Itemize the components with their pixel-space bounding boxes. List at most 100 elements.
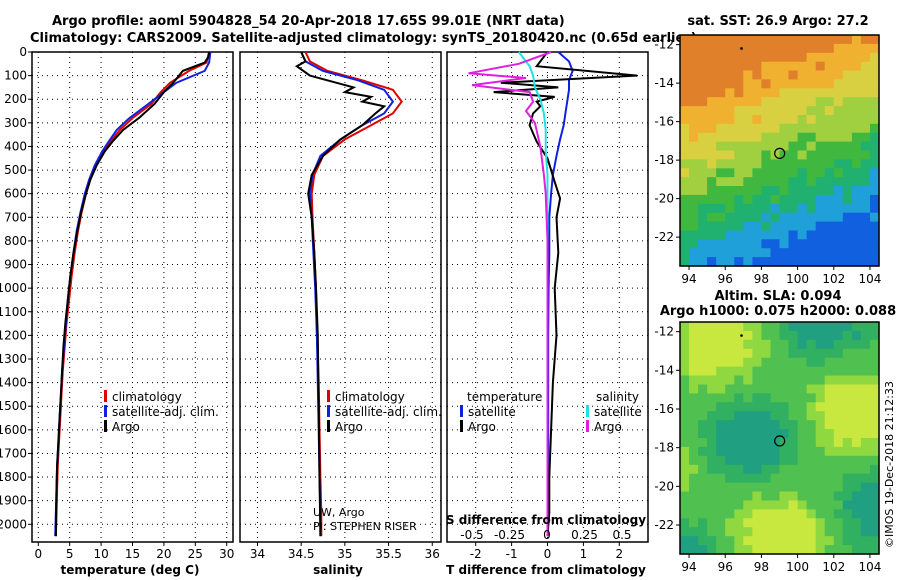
map-cell bbox=[860, 438, 871, 448]
map-cell bbox=[870, 420, 880, 430]
map-cell bbox=[743, 70, 753, 80]
map-cell bbox=[779, 52, 790, 63]
map-cell bbox=[698, 473, 708, 484]
map-cell bbox=[698, 248, 708, 258]
map-cell bbox=[716, 97, 726, 107]
y-tick-label: 600 bbox=[4, 187, 27, 201]
map-cell bbox=[761, 330, 771, 341]
map-cell bbox=[734, 357, 744, 368]
map-cell bbox=[680, 527, 690, 537]
map-cell bbox=[698, 212, 708, 223]
map-cell bbox=[797, 257, 808, 267]
map-cell bbox=[815, 141, 826, 152]
map-cell bbox=[842, 491, 853, 501]
map-cell bbox=[851, 43, 862, 54]
map-cell bbox=[734, 438, 744, 448]
map-cell bbox=[734, 473, 744, 484]
map-cell bbox=[689, 150, 699, 160]
map-cell bbox=[707, 545, 717, 555]
map-cell bbox=[698, 339, 708, 350]
map-cell bbox=[870, 357, 880, 368]
map-cell bbox=[716, 455, 726, 466]
map-cell bbox=[824, 446, 835, 457]
map-cell bbox=[743, 429, 753, 439]
map-lon-tick-label: 102 bbox=[822, 272, 845, 286]
map-cell bbox=[842, 339, 853, 350]
salinity-panel-frame bbox=[239, 51, 442, 543]
map-cell bbox=[770, 123, 781, 134]
map-cell bbox=[779, 159, 790, 169]
map-cell bbox=[716, 168, 726, 178]
map-cell bbox=[761, 348, 771, 359]
credit-note: ©IMOS 19-Dec-2018 21:12:33 bbox=[883, 381, 896, 548]
map-cell bbox=[860, 330, 871, 341]
map-cell bbox=[743, 150, 753, 160]
map-lon-tick-label: 98 bbox=[754, 272, 769, 286]
map-cell bbox=[851, 97, 862, 107]
map-cell bbox=[770, 348, 781, 359]
map-cell bbox=[797, 491, 808, 501]
map-cell bbox=[870, 248, 880, 258]
map-cell bbox=[689, 438, 699, 448]
map-cell bbox=[806, 61, 817, 72]
map-cell bbox=[870, 79, 880, 89]
map-cell bbox=[743, 518, 753, 528]
map-cell bbox=[689, 132, 699, 143]
map-cell bbox=[788, 429, 799, 439]
map-cell bbox=[752, 123, 762, 134]
map-cell bbox=[833, 438, 844, 448]
map-cell bbox=[824, 168, 835, 178]
map-cell bbox=[752, 527, 762, 537]
map-cell bbox=[698, 132, 708, 143]
map-cell bbox=[870, 159, 880, 169]
profile-location-marker bbox=[774, 435, 786, 447]
map-cell bbox=[761, 132, 771, 143]
map-cell bbox=[743, 88, 753, 98]
map-cell bbox=[833, 446, 844, 457]
x-tick-label: 36 bbox=[425, 547, 440, 561]
profile-location-marker bbox=[774, 147, 786, 159]
map-cell bbox=[770, 322, 781, 332]
salinity-legend: climatology satellite-adj. clim. Argo bbox=[327, 390, 442, 434]
map-cell bbox=[761, 438, 771, 448]
map-lon-tick-label: 104 bbox=[859, 560, 882, 574]
map-cell bbox=[788, 168, 799, 178]
map-cell bbox=[833, 384, 844, 394]
legend-swatch-satellite bbox=[586, 405, 589, 417]
map-cell bbox=[815, 322, 826, 332]
map-cell bbox=[770, 500, 781, 510]
map-cell bbox=[743, 500, 753, 510]
map-cell bbox=[698, 348, 708, 359]
map-cell bbox=[707, 88, 717, 98]
map-cell bbox=[851, 230, 862, 240]
map-cell bbox=[716, 248, 726, 258]
map-cell bbox=[833, 464, 844, 475]
map-cell bbox=[707, 411, 717, 421]
map-cell bbox=[743, 446, 753, 457]
map-cell bbox=[824, 79, 835, 89]
map-cell bbox=[734, 239, 744, 249]
series-line-satellite-adj-clim- bbox=[300, 51, 395, 537]
map-cell bbox=[788, 438, 799, 448]
map-cell bbox=[870, 186, 880, 196]
map-cell bbox=[716, 366, 726, 377]
map-cell bbox=[707, 159, 717, 169]
map-cell bbox=[680, 248, 690, 258]
map-cell bbox=[707, 168, 717, 178]
map-cell bbox=[689, 527, 699, 537]
map-cell bbox=[743, 464, 753, 475]
map-cell bbox=[779, 545, 790, 555]
map-cell bbox=[860, 429, 871, 439]
map-cell bbox=[851, 339, 862, 350]
y-tick-label: 1200 bbox=[0, 328, 27, 342]
map-cell bbox=[851, 402, 862, 412]
map-cell bbox=[716, 70, 726, 80]
map-cell bbox=[698, 61, 708, 72]
map-cell bbox=[779, 366, 790, 377]
map-cell bbox=[842, 393, 853, 403]
y-tick-label: 500 bbox=[4, 163, 27, 177]
map-cell bbox=[734, 464, 744, 475]
map-cell bbox=[743, 384, 753, 394]
s-tick-label: 0.25 bbox=[571, 528, 598, 542]
map-cell bbox=[833, 429, 844, 439]
